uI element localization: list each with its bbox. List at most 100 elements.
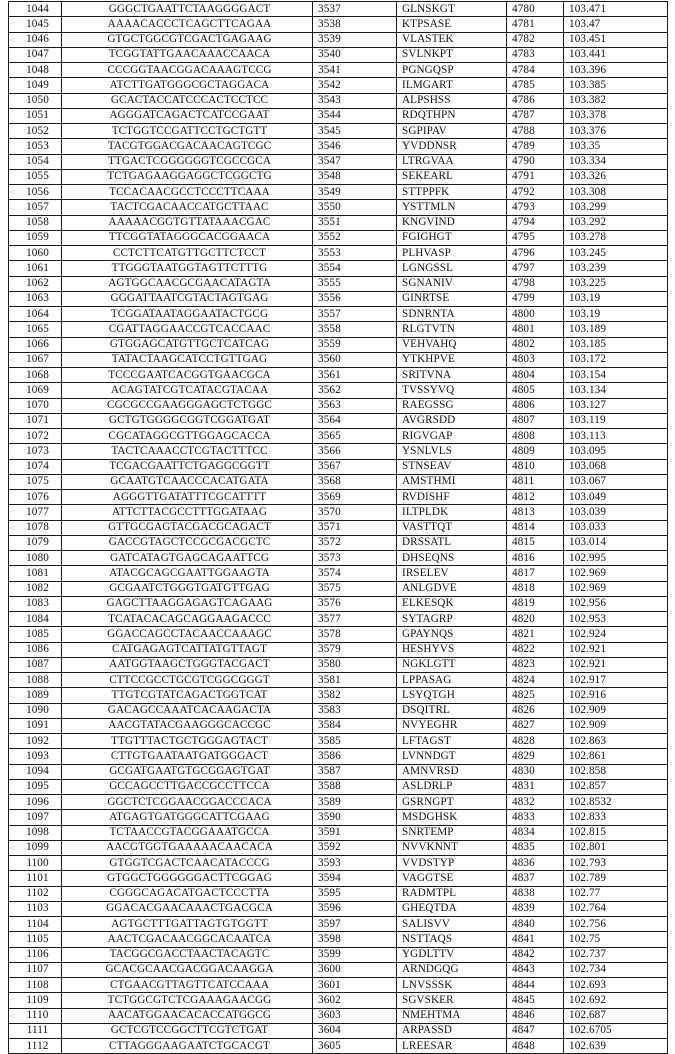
cell-peptide: RVDISHF <box>397 490 507 505</box>
cell-dna_sequence: CTTGTGAATAATGATGGGACT <box>62 749 313 764</box>
table-row: 1056TCCACAACGCCTCCCTTCAAA3549STTPPFK4792… <box>9 185 668 200</box>
cell-peptide: GINRTSE <box>397 291 507 306</box>
cell-peptide: AMSTHMI <box>397 474 507 489</box>
cell-seq_id: 1094 <box>9 764 62 779</box>
cell-peptide_seq_id_no: 4805 <box>507 383 564 398</box>
cell-score: 102.833 <box>564 810 668 825</box>
cell-dna_seq_id_no: 3551 <box>313 215 397 230</box>
table-row: 1071GCTGTGGGGCGGTCGGATGAT3564AVGRSDD4807… <box>9 413 668 428</box>
cell-dna_seq_id_no: 3587 <box>313 764 397 779</box>
cell-dna_sequence: CATGAGAGTCATTATGTTAGT <box>62 642 313 657</box>
cell-dna_seq_id_no: 3554 <box>313 261 397 276</box>
cell-peptide: GHEQTDA <box>397 901 507 916</box>
cell-seq_id: 1100 <box>9 856 62 871</box>
table-row: 1062AGTGGCAACGCGAACATAGTA3555SGNANIV4798… <box>9 276 668 291</box>
cell-peptide_seq_id_no: 4782 <box>507 32 564 47</box>
cell-seq_id: 1079 <box>9 535 62 550</box>
cell-peptide: LSYQTGH <box>397 688 507 703</box>
cell-seq_id: 1097 <box>9 810 62 825</box>
cell-score: 103.127 <box>564 398 668 413</box>
cell-dna_sequence: GCTCGTCCGGCTTCGTCTGAT <box>62 1023 313 1038</box>
cell-dna_sequence: TCGACGAATTCTGAGGCGGTT <box>62 459 313 474</box>
cell-score: 102.639 <box>564 1039 668 1054</box>
cell-seq_id: 1052 <box>9 124 62 139</box>
cell-score: 102.75 <box>564 932 668 947</box>
cell-peptide_seq_id_no: 4804 <box>507 368 564 383</box>
cell-dna_sequence: TTGGGTAATGGTAGTTCTTTG <box>62 261 313 276</box>
table-row: 1090GACAGCCAAATCACAAGACTA3583DSQITRL4826… <box>9 703 668 718</box>
cell-peptide: SEKEARL <box>397 169 507 184</box>
cell-peptide: YTKHPVE <box>397 352 507 367</box>
cell-dna_seq_id_no: 3558 <box>313 322 397 337</box>
cell-peptide: ILTPLDK <box>397 505 507 520</box>
cell-score: 102.863 <box>564 734 668 749</box>
cell-peptide_seq_id_no: 4796 <box>507 246 564 261</box>
cell-seq_id: 1093 <box>9 749 62 764</box>
cell-dna_seq_id_no: 3545 <box>313 124 397 139</box>
cell-dna_sequence: GCGAATCTGGGTGATGTTGAG <box>62 581 313 596</box>
cell-peptide: LFTAGST <box>397 734 507 749</box>
cell-peptide: SGPIPAV <box>397 124 507 139</box>
cell-score: 102.756 <box>564 917 668 932</box>
cell-seq_id: 1101 <box>9 871 62 886</box>
cell-peptide_seq_id_no: 4832 <box>507 795 564 810</box>
cell-score: 102.861 <box>564 749 668 764</box>
cell-dna_seq_id_no: 3549 <box>313 185 397 200</box>
cell-peptide: VASTTQT <box>397 520 507 535</box>
cell-score: 102.737 <box>564 947 668 962</box>
cell-peptide_seq_id_no: 4836 <box>507 856 564 871</box>
cell-peptide: AMNVRSD <box>397 764 507 779</box>
cell-dna_sequence: AACATGGAACACACCATGGCG <box>62 1008 313 1023</box>
table-row: 1048CCCGGTAACGGACAAAGTCCG3541PGNGQSP4784… <box>9 63 668 78</box>
cell-seq_id: 1053 <box>9 139 62 154</box>
table-row: 1108CTGAACGTTAGTTCATCCAAA3601LNVSSSK4844… <box>9 978 668 993</box>
table-row: 1080GATCATAGTGAGCAGAATTCG3573DHSEQNS4816… <box>9 551 668 566</box>
cell-dna_seq_id_no: 3588 <box>313 779 397 794</box>
cell-score: 103.134 <box>564 383 668 398</box>
cell-seq_id: 1049 <box>9 78 62 93</box>
cell-dna_sequence: GCAATGTCAACCCACATGATA <box>62 474 313 489</box>
cell-peptide: YSTTMLN <box>397 200 507 215</box>
cell-dna_sequence: AGTGGCAACGCGAACATAGTA <box>62 276 313 291</box>
cell-dna_seq_id_no: 3573 <box>313 551 397 566</box>
cell-peptide: RDQTHPN <box>397 108 507 123</box>
cell-peptide: DRSSATL <box>397 535 507 550</box>
cell-seq_id: 1108 <box>9 978 62 993</box>
cell-seq_id: 1065 <box>9 322 62 337</box>
cell-score: 103.113 <box>564 429 668 444</box>
cell-seq_id: 1059 <box>9 230 62 245</box>
cell-score: 102.734 <box>564 962 668 977</box>
cell-dna_sequence: GCACTACCATCCCACTCCTCC <box>62 93 313 108</box>
cell-dna_seq_id_no: 3604 <box>313 1023 397 1038</box>
cell-peptide: ARNDGQG <box>397 962 507 977</box>
cell-seq_id: 1051 <box>9 108 62 123</box>
cell-seq_id: 1060 <box>9 246 62 261</box>
cell-peptide_seq_id_no: 4841 <box>507 932 564 947</box>
cell-seq_id: 1106 <box>9 947 62 962</box>
cell-dna_seq_id_no: 3548 <box>313 169 397 184</box>
cell-peptide_seq_id_no: 4783 <box>507 47 564 62</box>
cell-dna_sequence: GATCATAGTGAGCAGAATTCG <box>62 551 313 566</box>
table-row: 1111GCTCGTCCGGCTTCGTCTGAT3604ARPASSD4847… <box>9 1023 668 1038</box>
cell-seq_id: 1069 <box>9 383 62 398</box>
cell-score: 103.239 <box>564 261 668 276</box>
cell-peptide_seq_id_no: 4801 <box>507 322 564 337</box>
cell-dna_sequence: GCACGCAACGACGGACAAGGA <box>62 962 313 977</box>
cell-dna_sequence: GGACCAGCCTACAACCAAAGC <box>62 627 313 642</box>
cell-seq_id: 1057 <box>9 200 62 215</box>
cell-dna_sequence: TTGACTCGGGGGGTCGCCGCA <box>62 154 313 169</box>
cell-peptide_seq_id_no: 4787 <box>507 108 564 123</box>
cell-peptide_seq_id_no: 4784 <box>507 63 564 78</box>
cell-seq_id: 1091 <box>9 718 62 733</box>
cell-score: 102.995 <box>564 551 668 566</box>
table-row: 1093CTTGTGAATAATGATGGGACT3586LVNNDGT4829… <box>9 749 668 764</box>
table-row: 1053TACGTGGACGACAACAGTCGC3546YVDDNSR4789… <box>9 139 668 154</box>
cell-score: 103.039 <box>564 505 668 520</box>
cell-peptide_seq_id_no: 4848 <box>507 1039 564 1054</box>
cell-peptide: NGKLGTT <box>397 657 507 672</box>
cell-peptide: SYTAGRP <box>397 612 507 627</box>
cell-dna_sequence: GTGGTCGACTCAACATACCCG <box>62 856 313 871</box>
cell-score: 102.8532 <box>564 795 668 810</box>
cell-score: 103.382 <box>564 93 668 108</box>
cell-dna_seq_id_no: 3582 <box>313 688 397 703</box>
